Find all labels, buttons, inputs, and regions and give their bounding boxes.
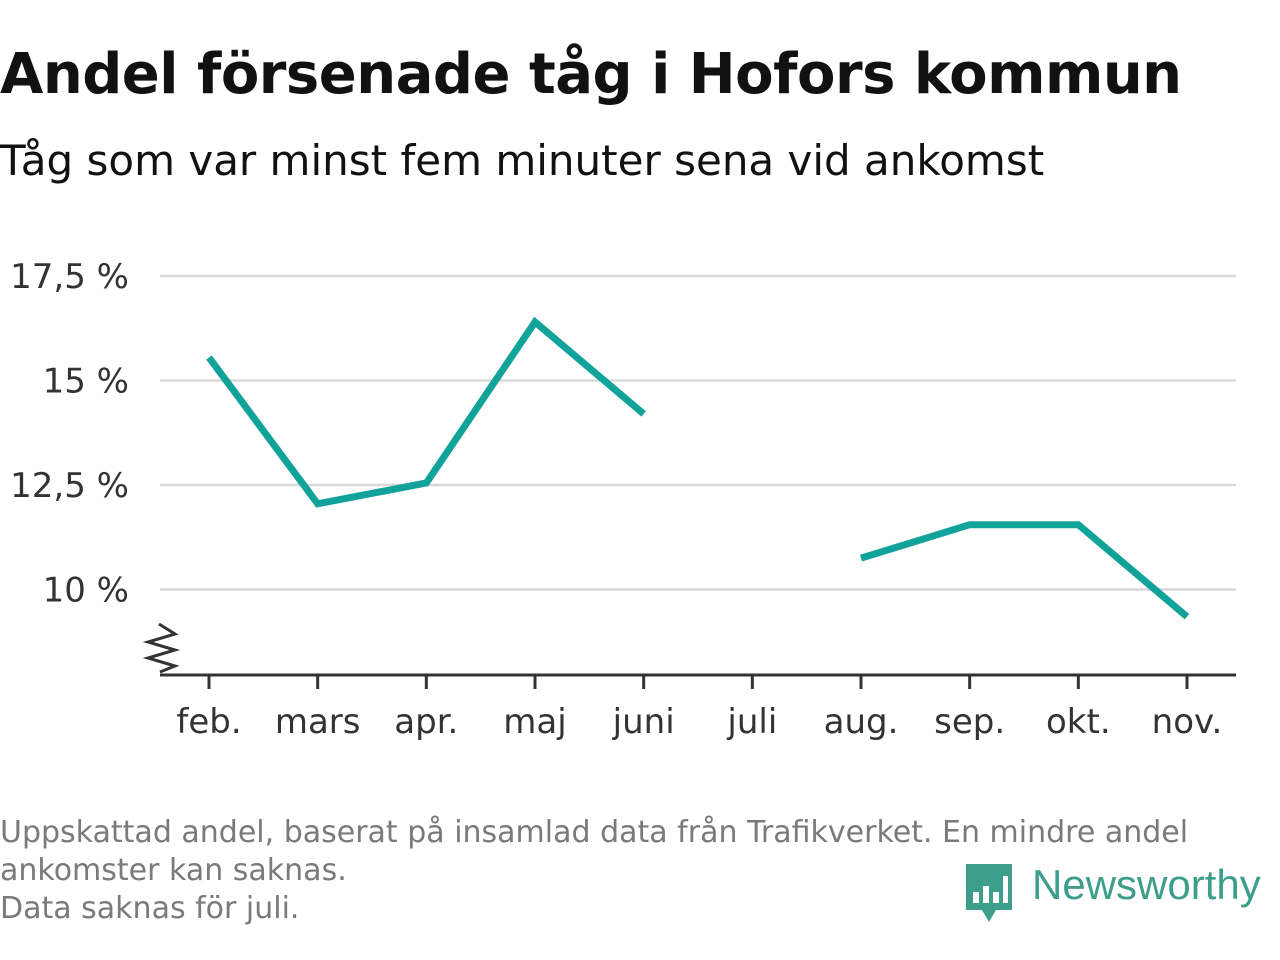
x-axis-tick-labels: feb. mars apr. maj juni juli aug. sep. okt. nov.: [176, 702, 1222, 742]
y-tick-label: 12,5 %: [10, 466, 129, 506]
footnote: Uppskattad andel, baserat på insamlad da…: [0, 814, 1270, 928]
brand-name: Newsworthy: [1032, 861, 1261, 908]
series-line-segment: [206, 316, 646, 508]
y-axis-tick-labels: 10 % 12,5 % 15 % 17,5 %: [10, 257, 129, 611]
series-lines: [206, 316, 1190, 620]
x-tick-label: juli: [726, 702, 777, 742]
x-tick-label: nov.: [1152, 702, 1223, 742]
chart-subtitle: Tåg som var minst fem minuter sena vid a…: [0, 136, 1045, 185]
y-tick-label: 10 %: [43, 571, 129, 611]
x-axis: [142, 622, 1236, 689]
gridlines: [160, 274, 1236, 591]
series-line-segment: [859, 521, 1190, 620]
x-tick-label: mars: [275, 702, 361, 742]
newsworthy-logo-icon: [966, 864, 1012, 922]
x-tick-label: feb.: [176, 702, 241, 742]
footnote-line: Data saknas för juli.: [0, 891, 300, 926]
x-tick-label: juni: [612, 702, 675, 742]
y-tick-label: 15 %: [43, 362, 129, 402]
y-tick-label: 17,5 %: [10, 257, 129, 297]
chart-title: Andel försenade tåg i Hofors kommun: [0, 42, 1182, 107]
x-tick-label: aug.: [824, 702, 899, 742]
x-tick-label: apr.: [394, 702, 458, 742]
x-tick-label: sep.: [934, 702, 1005, 742]
x-tick-label: okt.: [1046, 702, 1111, 742]
brand-logo: Newsworthy: [964, 861, 1261, 924]
axis-break-icon: [142, 622, 181, 674]
footnote-line: ankomster kan saknas.: [0, 853, 347, 888]
x-tick-label: maj: [503, 702, 566, 742]
footnote-line: Uppskattad andel, baserat på insamlad da…: [0, 815, 1189, 850]
